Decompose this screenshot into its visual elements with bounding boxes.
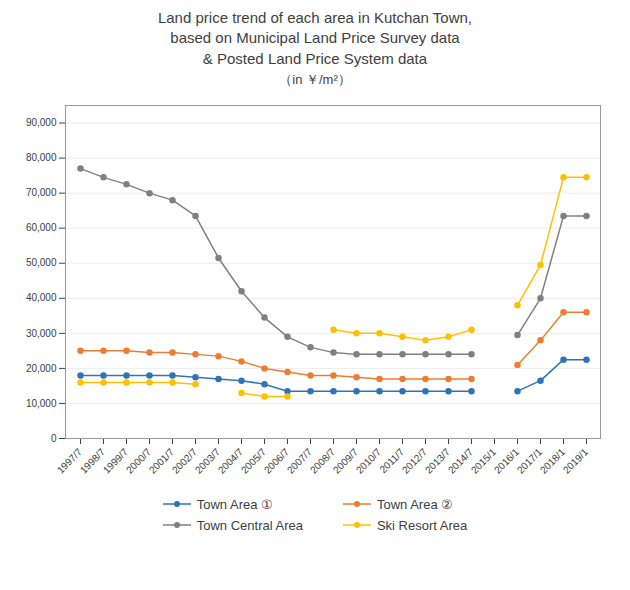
svg-text:60,000: 60,000 bbox=[26, 222, 57, 233]
svg-text:2000/7: 2000/7 bbox=[123, 446, 154, 476]
svg-text:40,000: 40,000 bbox=[26, 292, 57, 303]
svg-text:2004/7: 2004/7 bbox=[215, 446, 246, 476]
svg-text:2006/7: 2006/7 bbox=[261, 446, 292, 476]
svg-text:2015/1: 2015/1 bbox=[468, 446, 499, 476]
svg-text:2013/7: 2013/7 bbox=[422, 446, 453, 476]
html-text:（in ￥/m²）: （in ￥/m²） bbox=[279, 71, 351, 87]
svg-text:2001/7: 2001/7 bbox=[146, 446, 177, 476]
svg-text:2010/7: 2010/7 bbox=[354, 446, 384, 476]
svg-text:2017/1: 2017/1 bbox=[514, 446, 545, 476]
svg-text:1997/7: 1997/7 bbox=[54, 446, 85, 476]
svg-text:2003/7: 2003/7 bbox=[192, 446, 223, 476]
svg-text:2008/7: 2008/7 bbox=[307, 446, 338, 476]
svg-text:30,000: 30,000 bbox=[26, 327, 57, 338]
svg-text:2005/7: 2005/7 bbox=[238, 446, 269, 476]
html-text:Town Area ①: Town Area ① bbox=[196, 496, 273, 512]
svg-text:1999/7: 1999/7 bbox=[100, 446, 131, 476]
svg-text:2007/7: 2007/7 bbox=[284, 446, 315, 476]
svg-text:80,000: 80,000 bbox=[26, 152, 57, 163]
svg-text:2018/1: 2018/1 bbox=[537, 446, 568, 476]
svg-text:20,000: 20,000 bbox=[26, 362, 57, 373]
svg-text:2002/7: 2002/7 bbox=[169, 446, 200, 476]
svg-text:0: 0 bbox=[51, 432, 57, 443]
html-text:Ski Resort Area: Ski Resort Area bbox=[377, 517, 468, 533]
svg-text:2016/1: 2016/1 bbox=[491, 446, 522, 476]
svg-text:2009/7: 2009/7 bbox=[330, 446, 361, 476]
svg-text:2011/7: 2011/7 bbox=[377, 446, 407, 475]
svg-text:2014/7: 2014/7 bbox=[445, 446, 476, 476]
html-text:Town Area ②: Town Area ② bbox=[377, 496, 454, 512]
html-text:Town Central Area: Town Central Area bbox=[196, 517, 303, 533]
html-text:Land price trend of each area: Land price trend of each area in Kutchan… bbox=[157, 9, 472, 67]
svg-text:50,000: 50,000 bbox=[26, 257, 57, 268]
svg-text:2019/1: 2019/1 bbox=[561, 446, 591, 476]
svg-text:1998/7: 1998/7 bbox=[77, 446, 108, 476]
svg-text:10,000: 10,000 bbox=[26, 397, 57, 408]
svg-text:70,000: 70,000 bbox=[26, 187, 57, 198]
svg-text:2012/7: 2012/7 bbox=[399, 446, 430, 476]
svg-text:90,000: 90,000 bbox=[26, 117, 57, 128]
